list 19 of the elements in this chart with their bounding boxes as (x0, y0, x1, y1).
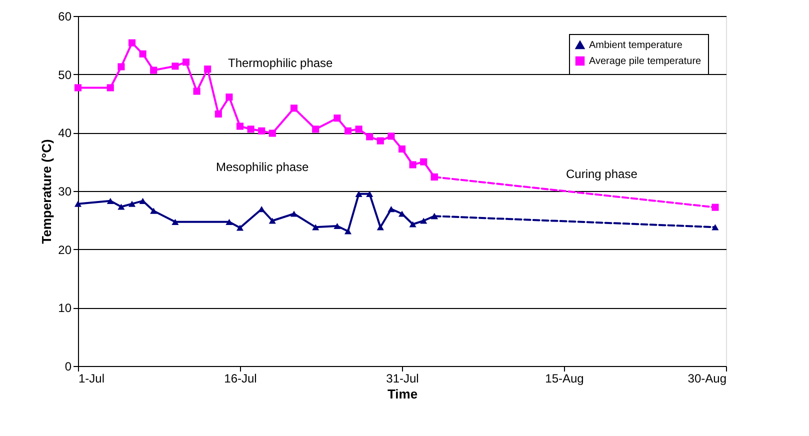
y-tick-label: 40 (58, 126, 72, 140)
x-tick-label: 16-Jul (224, 372, 257, 386)
y-tick-label: 0 (64, 360, 72, 374)
y-tick-label: 30 (58, 184, 72, 198)
annotation: Mesophilic phase (216, 160, 310, 174)
x-tick-label: 31-Jul (386, 372, 419, 386)
y-tick-label: 20 (58, 242, 72, 257)
x-tick-label: 30-Aug (688, 372, 726, 386)
annotation: Curing phase (566, 167, 638, 181)
legend-label: Average pile temperature (589, 56, 702, 67)
y-tick-label: 50 (58, 68, 72, 82)
x-tick-label: 15-Aug (545, 372, 584, 386)
x-tick-label: 1-Jul (78, 372, 105, 386)
y-tick-label: 10 (58, 301, 72, 316)
legend-label: Ambient temperature (589, 40, 683, 51)
y-tick-label: 60 (58, 10, 72, 24)
annotation: Thermophilic phase (228, 56, 334, 70)
y-axis-title: Temperature (°C) (39, 139, 54, 244)
x-axis-title: Time (387, 386, 418, 402)
